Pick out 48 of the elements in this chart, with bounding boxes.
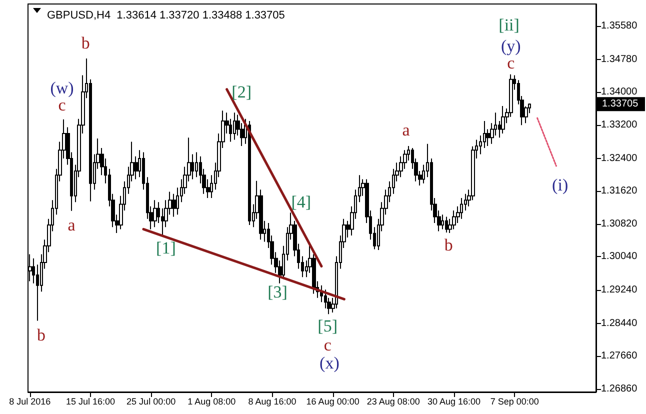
candlestick [441, 214, 444, 230]
annotation: c [324, 336, 332, 354]
y-tick-label: 1.29240 [601, 284, 638, 296]
annotation: a [68, 216, 76, 234]
y-tick-label: 1.30820 [601, 218, 638, 230]
y-tick-label: 1.28440 [601, 318, 638, 329]
annotation: [1] [156, 238, 176, 258]
x-tick-label: 25 Jul 00:00 [126, 396, 176, 406]
candlestick [248, 120, 251, 226]
annotation: (x) [320, 354, 340, 372]
candlestick [501, 105, 505, 134]
candlestick [153, 200, 157, 228]
annotation: (y) [501, 36, 521, 56]
y-tick-label: 1.26860 [601, 384, 638, 395]
x-tick-label: 8 Aug 16:00 [248, 396, 296, 406]
x-tick-label: 16 Aug 00:00 [306, 396, 360, 406]
y-tick-label: 1.34000 [601, 86, 638, 98]
y-tick-label: 1.27660 [601, 350, 638, 362]
text: 1.33705 [602, 98, 639, 110]
annotation: (w) [50, 78, 74, 98]
candlestick [452, 210, 456, 230]
annotation: [2] [232, 82, 252, 102]
x-tick-label: 8 Jul 2016 [9, 396, 51, 406]
x-tick-label: 23 Aug 08:00 [366, 396, 420, 406]
x-tick-label: 1 Aug 08:00 [188, 396, 236, 406]
y-tick-label: 1.30040 [601, 251, 638, 262]
y-tick-label: 1.33200 [601, 120, 638, 131]
x-tick-label: 30 Aug 16:00 [427, 396, 481, 406]
annotation: [ii] [498, 16, 520, 34]
annotation: c [58, 96, 66, 114]
candlestick [233, 112, 236, 140]
annotation: b [444, 236, 453, 254]
text: GBPUSD,H4 1.33614 1.33720 1.33488 1.33705 [47, 10, 285, 22]
candlestick [445, 216, 448, 234]
annotation: (i) [552, 176, 568, 194]
annotation: [5] [318, 316, 338, 336]
annotation: b [36, 326, 46, 344]
annotation: a [402, 120, 410, 140]
annotation: [3] [268, 282, 288, 302]
annotation: [4] [291, 192, 312, 212]
x-tick-label: 7 Sep 00:00 [490, 396, 539, 406]
annotation: b [81, 34, 90, 52]
candlestick [460, 198, 463, 220]
y-tick-label: 1.31620 [601, 185, 638, 196]
y-tick-label: 1.32400 [601, 152, 638, 164]
x-tick-label: 15 Jul 16:00 [66, 396, 116, 406]
y-tick-label: 1.34780 [601, 54, 638, 65]
y-tick-label: 1.35580 [601, 20, 638, 32]
